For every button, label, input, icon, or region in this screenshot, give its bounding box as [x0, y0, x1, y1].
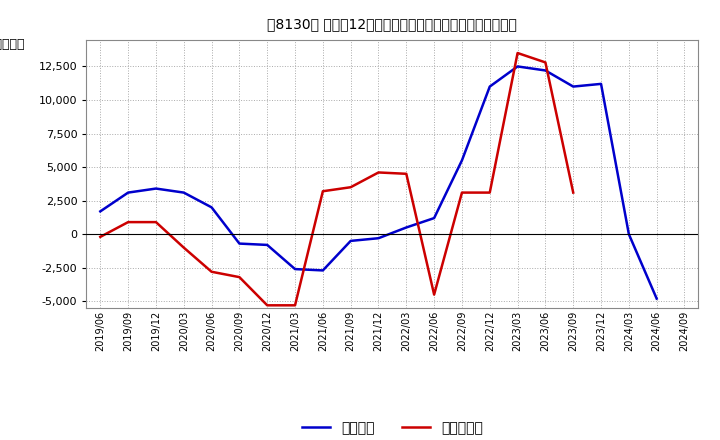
- 経常利益: [485, 84, 494, 89]
- 経常利益: [541, 68, 550, 73]
- Y-axis label: （百万円）: （百万円）: [0, 38, 25, 51]
- 当期純利益: [513, 50, 522, 55]
- 当期純利益: [374, 170, 383, 175]
- 当期純利益: [346, 184, 355, 190]
- 当期純利益: [291, 303, 300, 308]
- 当期純利益: [179, 245, 188, 250]
- 経常利益: [624, 231, 633, 237]
- 当期純利益: [124, 220, 132, 225]
- 当期純利益: [152, 220, 161, 225]
- 経常利益: [124, 190, 132, 195]
- 当期純利益: [263, 303, 271, 308]
- 経常利益: [458, 158, 467, 163]
- 経常利益: [152, 186, 161, 191]
- 経常利益: [291, 267, 300, 272]
- 当期純利益: [207, 269, 216, 275]
- 経常利益: [569, 84, 577, 89]
- 経常利益: [235, 241, 243, 246]
- 経常利益: [318, 268, 327, 273]
- 当期純利益: [569, 190, 577, 195]
- 経常利益: [346, 238, 355, 244]
- 当期純利益: [485, 190, 494, 195]
- 経常利益: [207, 205, 216, 210]
- 経常利益: [402, 225, 410, 230]
- Line: 経常利益: 経常利益: [100, 66, 657, 299]
- 当期純利益: [541, 60, 550, 65]
- 経常利益: [96, 209, 104, 214]
- 経常利益: [597, 81, 606, 87]
- 当期純利益: [235, 275, 243, 280]
- 当期純利益: [402, 171, 410, 176]
- Title: ［8130］ 利益の12か月移動合計の対前年同期増減額の推移: ［8130］ 利益の12か月移動合計の対前年同期増減額の推移: [267, 18, 518, 32]
- Legend: 経常利益, 当期純利益: 経常利益, 当期純利益: [297, 415, 488, 440]
- Line: 当期純利益: 当期純利益: [100, 53, 573, 305]
- 経常利益: [430, 216, 438, 221]
- 経常利益: [263, 242, 271, 248]
- 当期純利益: [96, 234, 104, 239]
- 経常利益: [179, 190, 188, 195]
- 当期純利益: [430, 292, 438, 297]
- 経常利益: [513, 64, 522, 69]
- 経常利益: [652, 296, 661, 301]
- 当期純利益: [458, 190, 467, 195]
- 経常利益: [374, 235, 383, 241]
- 当期純利益: [318, 189, 327, 194]
